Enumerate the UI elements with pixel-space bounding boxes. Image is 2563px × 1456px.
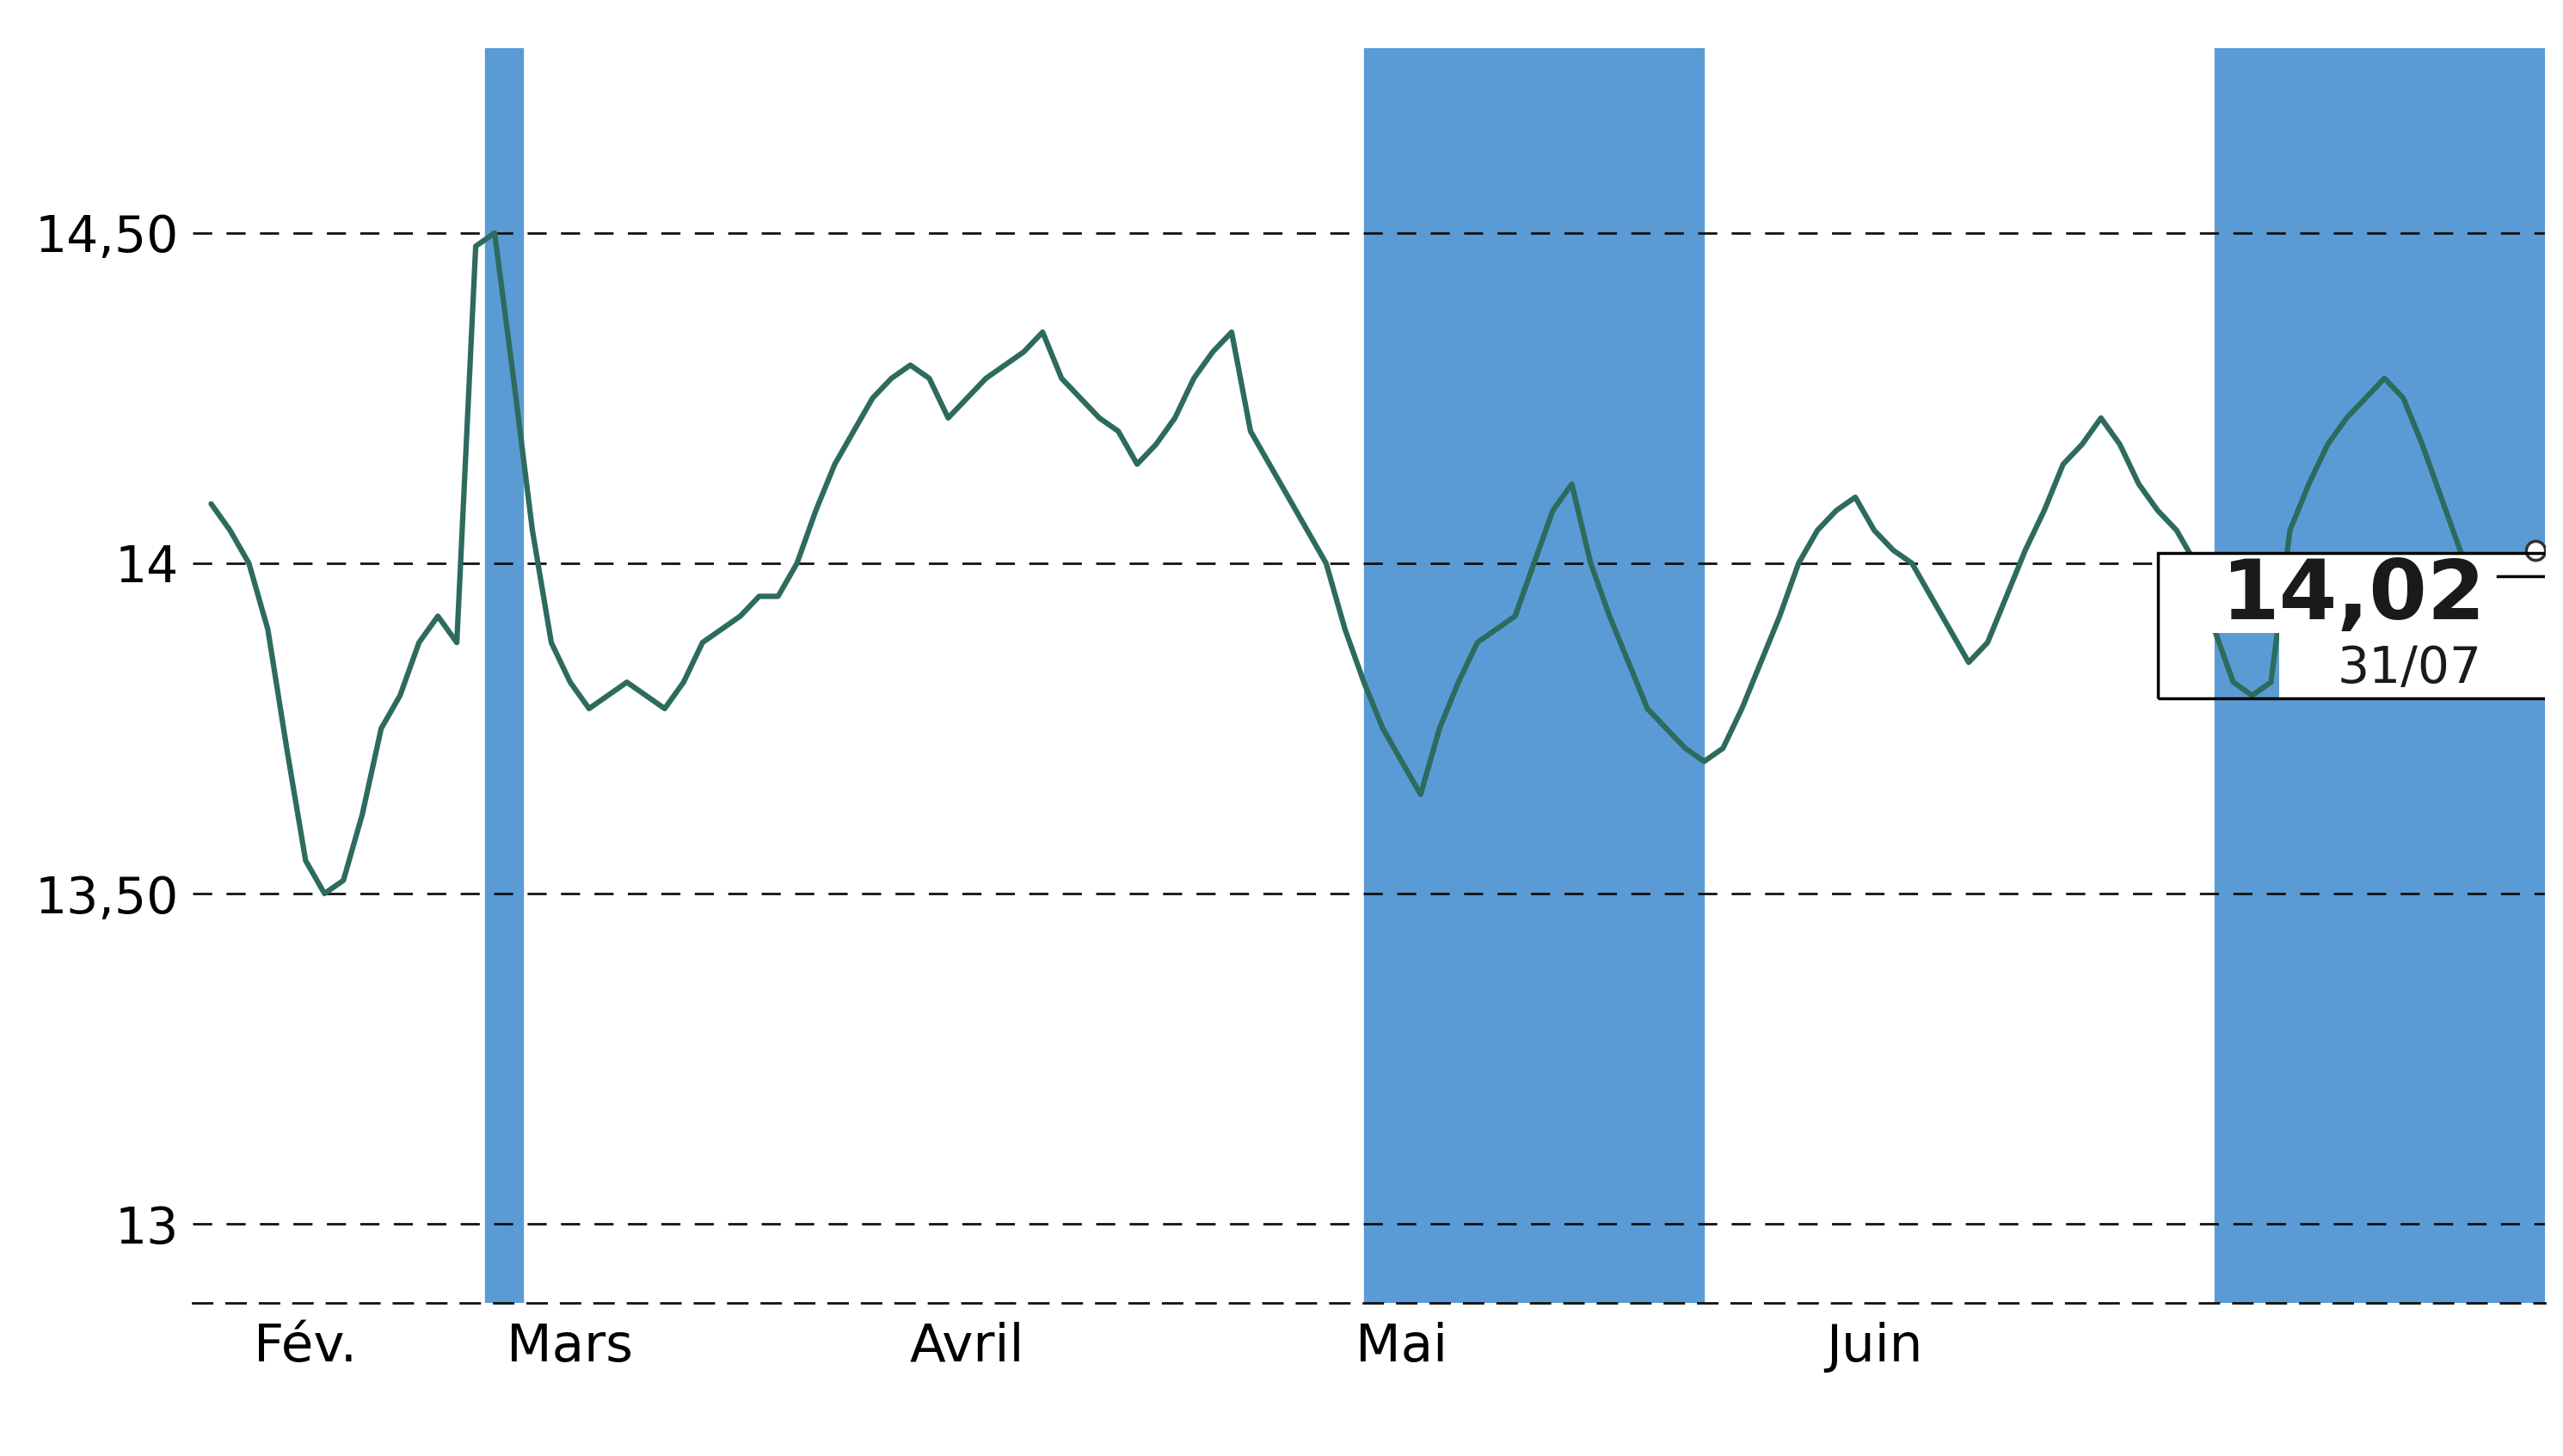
Bar xyxy=(2158,553,2563,633)
Bar xyxy=(2158,553,2563,699)
Text: 31/07: 31/07 xyxy=(2337,645,2481,693)
Text: 14,02: 14,02 xyxy=(2220,556,2486,636)
Bar xyxy=(484,48,523,1303)
Bar xyxy=(2279,633,2563,699)
Bar xyxy=(1364,48,1704,1303)
Bar xyxy=(2214,48,2555,1303)
Text: Gladstone Investment Corporation: Gladstone Investment Corporation xyxy=(349,39,2214,132)
